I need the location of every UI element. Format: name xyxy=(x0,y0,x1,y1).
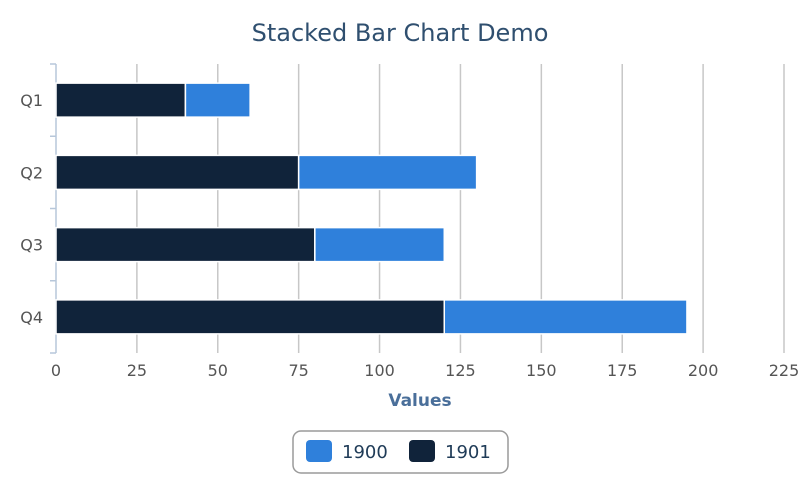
bar-segment-q4-1901[interactable] xyxy=(55,299,446,335)
x-tick-label: 100 xyxy=(364,361,395,380)
legend-label-1901: 1901 xyxy=(445,442,491,463)
legend-label-1900: 1900 xyxy=(342,442,388,463)
bar-segment-q1-1901[interactable] xyxy=(55,82,187,118)
y-tick-label: Q2 xyxy=(20,163,43,182)
legend-swatch-1901 xyxy=(409,440,435,462)
bar-segment-q2-1900[interactable] xyxy=(297,154,478,191)
x-tick-label: 75 xyxy=(288,361,308,380)
bar-segment-q4-1900[interactable] xyxy=(443,299,688,335)
x-tick-label: 175 xyxy=(607,361,638,380)
y-tick-label: Q1 xyxy=(20,91,43,110)
x-tick-label: 125 xyxy=(445,361,476,380)
axis-tick-labels: 0 25 50 75 100 125 150 175 200 225 Q1 Q2 Q3 Q4 xyxy=(20,91,799,380)
x-tick-label: 150 xyxy=(526,361,557,380)
x-tick-label: 225 xyxy=(769,361,800,380)
axes xyxy=(50,63,57,354)
chart-title: Stacked Bar Chart Demo xyxy=(252,19,549,47)
legend-swatch-1900 xyxy=(306,440,332,462)
legend-item-1900[interactable]: 1900 xyxy=(306,440,388,463)
legend-item-1901[interactable]: 1901 xyxy=(409,440,491,463)
x-axis-label: Values xyxy=(388,391,451,411)
x-tick-label: 0 xyxy=(51,361,61,380)
bar-segment-q1-1900[interactable] xyxy=(184,82,251,118)
bar-segment-q3-1901[interactable] xyxy=(55,226,316,263)
legend-box xyxy=(292,430,509,474)
x-tick-label: 200 xyxy=(688,361,719,380)
y-tick-label: Q4 xyxy=(20,308,43,327)
bar-segment-q3-1900[interactable] xyxy=(314,226,446,263)
x-tick-label: 50 xyxy=(208,361,228,380)
legend[interactable]: 1900 1901 xyxy=(292,430,509,474)
y-tick-label: Q3 xyxy=(20,236,43,255)
x-tick-label: 25 xyxy=(127,361,147,380)
bar-series xyxy=(55,82,688,335)
bar-segment-q2-1901[interactable] xyxy=(55,154,300,191)
